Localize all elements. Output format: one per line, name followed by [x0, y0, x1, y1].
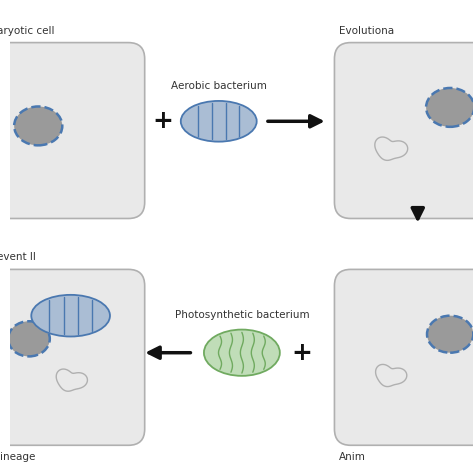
Ellipse shape [426, 88, 474, 127]
FancyBboxPatch shape [335, 43, 474, 219]
FancyBboxPatch shape [0, 269, 145, 445]
Text: +: + [153, 109, 173, 133]
Ellipse shape [427, 316, 474, 353]
Text: Aerobic bacterium: Aerobic bacterium [171, 81, 267, 91]
Text: lineage: lineage [0, 452, 35, 462]
Text: Photosynthetic bacterium: Photosynthetic bacterium [174, 310, 309, 320]
FancyBboxPatch shape [335, 269, 474, 445]
Text: aryotic cell: aryotic cell [0, 26, 54, 36]
Ellipse shape [8, 321, 50, 356]
Text: +: + [292, 341, 312, 365]
Ellipse shape [14, 107, 62, 146]
FancyBboxPatch shape [0, 43, 145, 219]
Text: Anim: Anim [339, 452, 366, 462]
Ellipse shape [181, 101, 257, 142]
Text: event II: event II [0, 253, 36, 263]
Ellipse shape [31, 295, 110, 337]
Ellipse shape [204, 329, 280, 376]
Text: Evolutiona: Evolutiona [339, 26, 394, 36]
